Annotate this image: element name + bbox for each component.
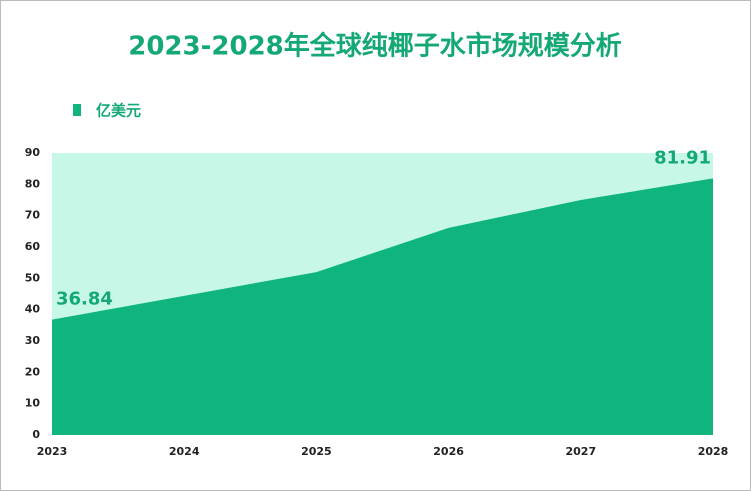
- legend-label: 亿美元: [96, 102, 141, 120]
- y-tick-label: 70: [25, 209, 41, 222]
- y-tick-label: 0: [32, 428, 40, 441]
- data-label: 81.91: [654, 147, 711, 168]
- y-tick-label: 80: [25, 177, 41, 190]
- y-tick-label: 40: [25, 303, 41, 316]
- y-tick-label: 60: [25, 240, 41, 253]
- x-tick-label: 2028: [698, 445, 729, 458]
- x-tick-label: 2023: [37, 445, 68, 458]
- y-tick-label: 50: [25, 271, 41, 284]
- y-tick-label: 20: [25, 365, 41, 378]
- x-tick-label: 2024: [169, 445, 200, 458]
- x-tick-label: 2027: [565, 445, 596, 458]
- legend-marker: [73, 104, 81, 116]
- y-tick-label: 10: [25, 397, 41, 410]
- chart-title: 2023-2028年全球纯椰子水市场规模分析: [128, 31, 622, 62]
- x-tick-label: 2025: [301, 445, 332, 458]
- y-tick-label: 90: [25, 146, 41, 159]
- x-tick-label: 2026: [433, 445, 464, 458]
- y-tick-label: 30: [25, 334, 41, 347]
- area: [52, 178, 713, 435]
- data-label: 36.84: [56, 289, 113, 310]
